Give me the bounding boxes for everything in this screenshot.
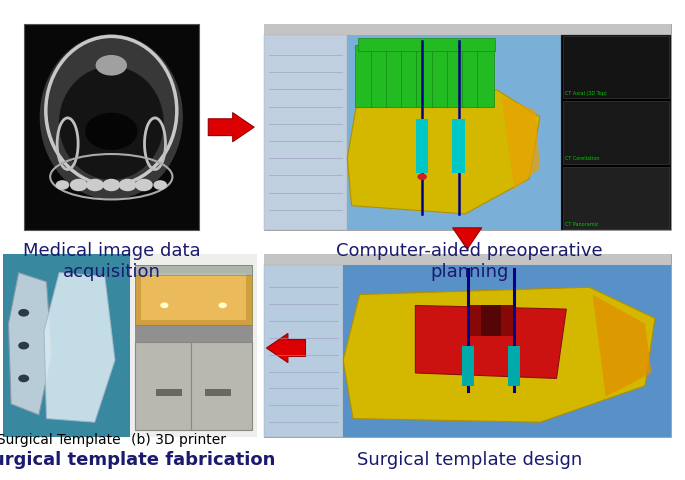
Bar	[3, 254, 130, 437]
Bar	[477, 45, 494, 107]
Bar	[135, 325, 252, 342]
Bar	[206, 389, 231, 396]
Bar	[462, 346, 474, 386]
Circle shape	[160, 302, 169, 308]
Ellipse shape	[85, 113, 138, 150]
Circle shape	[18, 309, 29, 317]
Circle shape	[135, 179, 153, 191]
Bar	[401, 45, 418, 107]
Bar	[264, 24, 671, 230]
Bar	[3, 254, 257, 437]
Bar	[508, 346, 520, 386]
Polygon shape	[415, 305, 566, 378]
Circle shape	[86, 179, 104, 191]
Circle shape	[70, 179, 88, 191]
Bar	[347, 35, 561, 230]
Circle shape	[417, 173, 427, 180]
Bar	[156, 389, 182, 396]
Circle shape	[219, 302, 227, 308]
Bar	[452, 119, 464, 173]
Bar	[462, 45, 479, 107]
Bar	[141, 274, 246, 321]
Bar	[135, 265, 252, 275]
Polygon shape	[501, 96, 540, 189]
Text: CT Axial (3D Top): CT Axial (3D Top)	[565, 91, 607, 96]
Bar	[264, 265, 343, 437]
Circle shape	[55, 180, 69, 190]
Ellipse shape	[59, 66, 164, 180]
Bar	[130, 254, 257, 437]
Bar	[371, 45, 387, 107]
Polygon shape	[593, 295, 651, 396]
Text: Surgical template design: Surgical template design	[357, 451, 582, 469]
Bar	[24, 24, 199, 230]
Bar	[386, 45, 402, 107]
Text: CT Corellation: CT Corellation	[565, 156, 600, 161]
Bar	[135, 342, 252, 430]
Circle shape	[103, 179, 121, 191]
Bar	[135, 265, 252, 325]
Text: Computer-aided preoperative
planning: Computer-aided preoperative planning	[336, 242, 603, 281]
Circle shape	[153, 180, 167, 190]
Bar	[358, 38, 495, 51]
Bar	[563, 36, 669, 98]
Bar	[264, 35, 347, 230]
Bar	[356, 45, 372, 107]
Bar	[416, 45, 433, 107]
Text: CT Panoramic: CT Panoramic	[565, 222, 599, 227]
Bar	[432, 45, 448, 107]
Bar	[264, 24, 671, 35]
Circle shape	[18, 342, 29, 349]
Bar	[563, 101, 669, 164]
Bar	[343, 265, 671, 437]
Ellipse shape	[96, 55, 127, 75]
Bar	[563, 167, 669, 229]
Polygon shape	[343, 287, 655, 422]
Text: (a) Surgical Template: (a) Surgical Template	[0, 433, 121, 447]
Polygon shape	[44, 273, 115, 422]
Bar	[468, 305, 514, 336]
Circle shape	[18, 374, 29, 382]
Polygon shape	[8, 273, 51, 415]
Text: Medical image data
acquisition: Medical image data acquisition	[23, 242, 201, 281]
Polygon shape	[347, 90, 540, 214]
Bar	[264, 254, 671, 437]
Bar	[264, 254, 671, 265]
Text: (b) 3D printer: (b) 3D printer	[131, 433, 225, 447]
Text: Surgical template fabrication: Surgical template fabrication	[0, 451, 275, 469]
Bar	[447, 45, 464, 107]
Bar	[481, 305, 501, 336]
Ellipse shape	[40, 35, 183, 200]
Bar	[416, 119, 428, 173]
Circle shape	[119, 179, 136, 191]
Bar	[561, 35, 671, 230]
